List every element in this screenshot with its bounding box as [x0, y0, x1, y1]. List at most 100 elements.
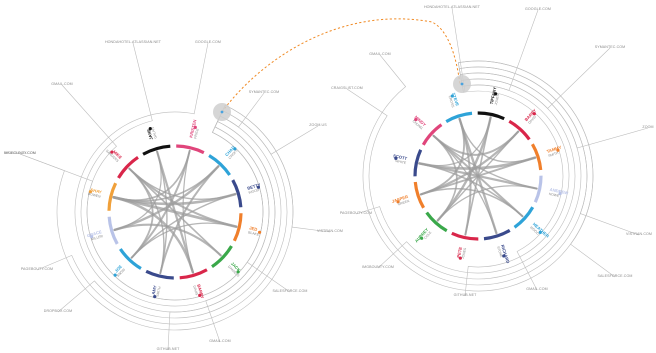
chord-link	[112, 149, 191, 201]
person-name: AMY	[151, 285, 158, 295]
domain-label: PAGEBOUTY.COM	[21, 267, 53, 271]
domain-connection-line	[355, 72, 582, 280]
ring-segment	[231, 179, 243, 208]
ring-segment	[445, 111, 473, 124]
person-name: JACK	[230, 261, 242, 272]
domain-label: GOOGLE.COM	[195, 40, 221, 44]
person-dot	[538, 230, 542, 234]
domain-label: HONDAHOTEL.ATLASSIAN.NET	[105, 40, 162, 44]
person-surname: WOOD	[248, 188, 260, 195]
domain-connection-line	[205, 111, 270, 343]
person-dot	[233, 147, 237, 151]
domain-label: GITHUB.NET	[157, 347, 180, 351]
person-dot	[236, 270, 240, 274]
domain-label: PAGEBOUTY.COM	[340, 211, 372, 215]
person-dot	[458, 256, 462, 260]
person-name: KRISTEN	[188, 119, 197, 138]
person-dot	[394, 156, 398, 160]
ring-segment	[176, 144, 205, 155]
person-name: JASPER	[391, 194, 408, 204]
person-dot	[556, 148, 560, 152]
person-surname: GALAN	[151, 126, 158, 139]
domain-connection-line	[461, 83, 570, 297]
chord-link	[128, 167, 154, 259]
domain-connection-line	[19, 111, 264, 301]
person-dot	[532, 112, 536, 116]
person-name: JANE	[146, 128, 154, 140]
chord-link	[420, 188, 524, 217]
person-dot	[198, 293, 202, 298]
person-dot	[153, 295, 157, 299]
domain-label: GMAIL.COM	[51, 82, 72, 86]
person-name: ANDREW	[549, 187, 569, 196]
person-name: PETE	[456, 246, 463, 258]
domain-connection-line	[167, 111, 276, 351]
domain-label: ZOOM.US	[309, 123, 327, 127]
ring-segment	[145, 269, 174, 280]
person-name: BETTY	[247, 182, 262, 191]
ring-segment	[425, 211, 448, 233]
domain-connection-line	[362, 54, 594, 292]
person-surname: WHITE	[395, 159, 407, 165]
domain-label: HONDAHOTEL.ATLASSIAN.NET	[424, 5, 481, 9]
person-name: STEVE	[451, 92, 460, 107]
person-surname: SNOW	[116, 267, 127, 278]
domain-connection-line	[377, 78, 576, 274]
person-surname: BOWEN	[88, 192, 102, 199]
ring-segment	[421, 123, 443, 146]
domain-label: CRAIGSLIST.COM	[331, 86, 363, 90]
person-name: JOE	[114, 264, 124, 274]
person-surname: MILLER	[91, 234, 104, 241]
ring-segment	[117, 156, 139, 179]
chord-link	[437, 185, 538, 222]
person-dot	[414, 118, 418, 122]
person-dot	[494, 92, 498, 96]
hub-center-dot	[220, 110, 224, 114]
ring-segment	[533, 175, 543, 203]
chord-link	[112, 196, 195, 274]
person-name: RICHARD	[500, 244, 511, 264]
person-dot	[193, 125, 197, 129]
ring-segment	[211, 245, 233, 268]
domain-label: IMGBOUNTY.COM	[362, 265, 394, 269]
chord-link	[159, 165, 220, 275]
person-surname: JONES	[494, 93, 500, 106]
chord-link	[114, 151, 162, 231]
domain-connection-line	[346, 66, 588, 286]
person-surname: SMITH	[155, 286, 161, 298]
ring-segment	[107, 182, 118, 211]
domain-connection-line	[74, 42, 276, 313]
person-dot	[396, 200, 400, 204]
person-surname: SMITH	[548, 151, 560, 158]
person-surname: CROFT	[228, 149, 239, 160]
person-name: BARRY	[196, 284, 205, 300]
person-surname: CHUNG	[412, 119, 424, 131]
chord-link	[113, 223, 222, 257]
domain-label: ZOOM	[642, 125, 653, 129]
domain-connection-line	[57, 111, 282, 319]
ring-segment	[451, 231, 479, 241]
domain-connection-line	[19, 104, 294, 331]
chord-link	[131, 222, 237, 259]
person-surname: DAVIS	[192, 285, 199, 296]
person-surname: STONE	[496, 246, 504, 259]
person-dot	[420, 236, 424, 240]
domain-connection-line	[461, 83, 564, 291]
person-surname: BLAKE	[248, 230, 260, 237]
ring-segment	[208, 154, 231, 176]
domain-connection-line	[461, 47, 611, 109]
domain-label: IMGBOUNTY.COM	[4, 151, 36, 155]
